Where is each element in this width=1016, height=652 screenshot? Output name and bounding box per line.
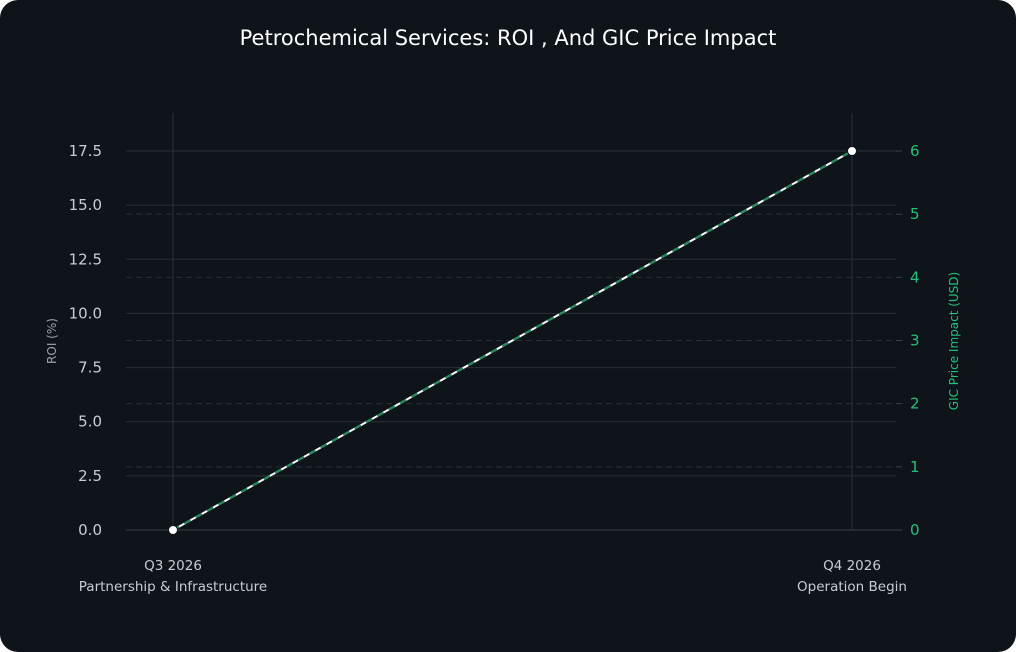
y-tick-label-right: 1 (910, 458, 920, 476)
y-tick-label-right: 6 (910, 142, 920, 160)
x-tick-label: Q3 2026 (144, 558, 202, 574)
y-tick-label-right: 2 (910, 395, 920, 413)
y-tick-label-right: 5 (910, 205, 920, 223)
y-tick-label-left: 17.5 (69, 142, 102, 160)
y-tick-label-left: 0.0 (78, 521, 102, 539)
y-tick-label-right: 4 (910, 268, 920, 286)
y-tick-label-right: 0 (910, 521, 920, 539)
y-axis-label-left: ROI (%) (45, 318, 59, 364)
data-point-roi-0 (168, 525, 178, 535)
x-tick-sublabel: Operation Begin (797, 579, 907, 595)
y-tick-label-left: 12.5 (69, 250, 102, 268)
y-tick-label-left: 15.0 (69, 196, 102, 214)
data-point-roi-1 (847, 146, 857, 156)
x-tick-label: Q4 2026 (823, 558, 881, 574)
y-tick-label-left: 2.5 (78, 467, 102, 485)
x-tick-sublabel: Partnership & Infrastructure (79, 579, 267, 595)
chart-title: Petrochemical Services: ROI , And GIC Pr… (239, 26, 777, 50)
y-axis-label-right: GIC Price Impact (USD) (947, 272, 961, 410)
y-tick-label-left: 10.0 (69, 304, 102, 322)
y-tick-label-left: 5.0 (78, 413, 102, 431)
series-line-roi (172, 150, 853, 531)
y-tick-label-right: 3 (910, 332, 920, 350)
y-tick-label-left: 7.5 (78, 359, 102, 377)
